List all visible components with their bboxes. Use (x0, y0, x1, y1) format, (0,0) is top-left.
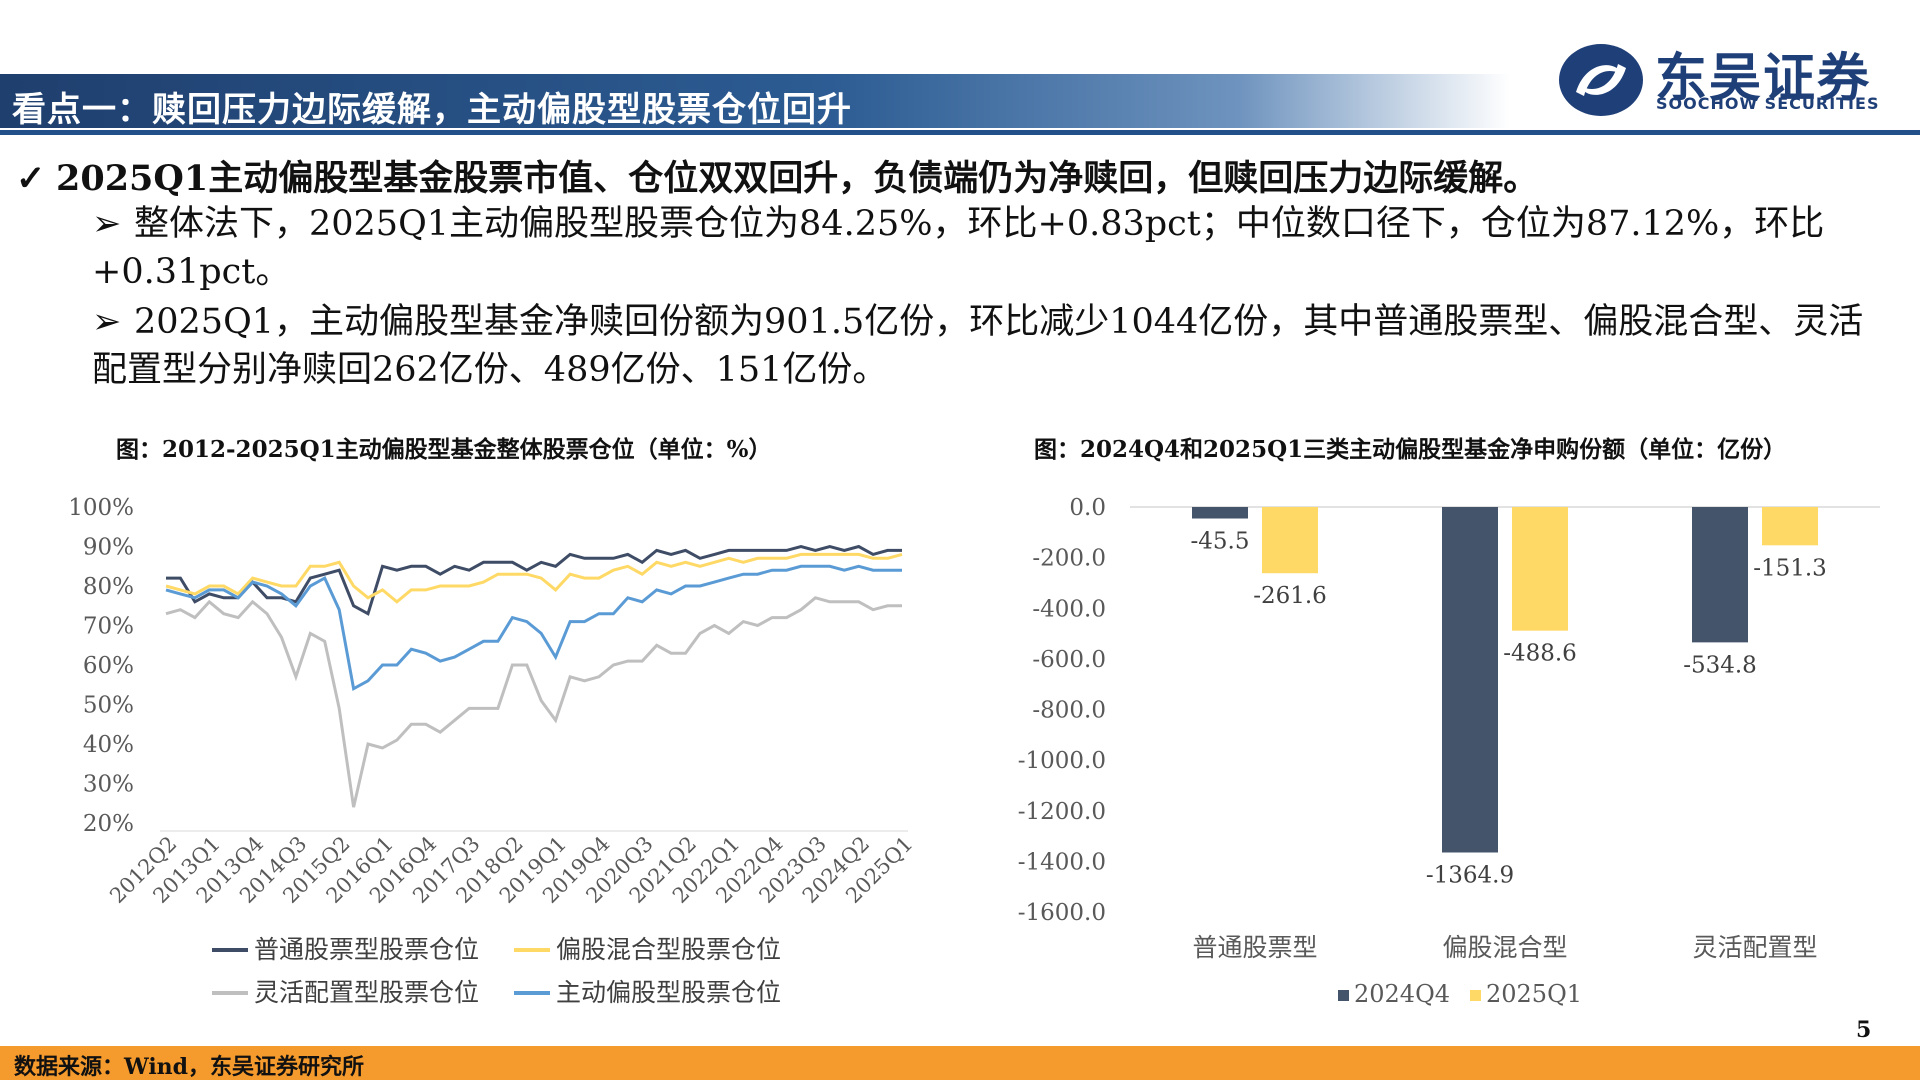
y-tick-label: 50% (83, 693, 134, 719)
data-label: -488.6 (1503, 641, 1577, 667)
legend-swatch (1470, 990, 1481, 1001)
arrow-bullet-icon: ➢ (92, 302, 122, 342)
arrow-bullet-icon: ➢ (92, 204, 122, 244)
y-tick-label: 20% (83, 811, 134, 837)
y-tick-label: 100% (68, 495, 134, 521)
data-label: -151.3 (1753, 555, 1827, 581)
series-line-3 (165, 564, 902, 692)
sub-bullet-1-text: 整体法下，2025Q1主动偏股型股票仓位为84.25%，环比+0.83pct；中… (92, 204, 1825, 292)
legend-label: 普通股票型股票仓位 (254, 935, 479, 964)
legend-label: 主动偏股型股票仓位 (556, 978, 781, 1007)
logo-subtitle: SOOCHOW SECURITIES (1656, 94, 1880, 113)
y-tick-label: -200.0 (1032, 546, 1106, 572)
legend-swatch (1338, 990, 1349, 1001)
y-tick-label: -1600.0 (1018, 900, 1106, 926)
data-label: -45.5 (1191, 529, 1250, 555)
slide-title: 看点一：赎回压力边际缓解，主动偏股型股票仓位回升 (12, 90, 852, 130)
data-label: -1364.9 (1426, 862, 1514, 888)
bar-2024Q4 (1442, 507, 1498, 853)
footer-band (0, 1046, 1920, 1080)
y-tick-label: 70% (83, 614, 134, 640)
legend-label: 2024Q4 (1354, 980, 1450, 1008)
check-icon: ✓ (16, 158, 46, 199)
page-number: 5 (1856, 1017, 1872, 1043)
bar-2025Q1 (1762, 507, 1818, 546)
series-line-1 (165, 552, 903, 604)
bar-2024Q4 (1192, 507, 1248, 519)
y-tick-label: 40% (83, 732, 134, 758)
data-source: 数据来源：Wind，东吴证券研究所 (14, 1054, 365, 1080)
bar-2025Q1 (1512, 507, 1568, 631)
y-tick-label: 80% (83, 574, 134, 600)
legend-label: 灵活配置型股票仓位 (254, 978, 479, 1007)
x-category-label: 灵活配置型 (1692, 933, 1817, 962)
y-tick-label: -600.0 (1032, 647, 1106, 673)
bar-2024Q4 (1692, 507, 1748, 643)
logo-wordmark: 东吴证券 (1655, 49, 1872, 109)
y-tick-label: 0.0 (1069, 495, 1106, 521)
legend-label: 2025Q1 (1486, 980, 1582, 1008)
header-band (0, 74, 1510, 128)
line-chart: 100%90%80%70%60%50%40%30%20%2012Q22013Q1… (68, 495, 917, 1007)
series-line-2 (165, 596, 902, 808)
data-label: -261.6 (1253, 583, 1327, 609)
main-bullet: ✓ 2025Q1主动偏股型基金股票市值、仓位双双回升，负债端仍为净赎回，但赎回压力… (16, 150, 1538, 201)
bar-2025Q1 (1262, 507, 1318, 574)
x-category-label: 普通股票型 (1192, 933, 1317, 962)
data-label: -534.8 (1683, 652, 1757, 678)
y-tick-label: 90% (83, 535, 134, 561)
line-chart-title: 图：2012-2025Q1主动偏股型基金整体股票仓位（单位：%） (116, 436, 772, 463)
main-bullet-text: 2025Q1主动偏股型基金股票市值、仓位双双回升，负债端仍为净赎回，但赎回压力边… (56, 158, 1539, 199)
header-rule (0, 130, 1920, 135)
soochow-logo-icon (1559, 44, 1643, 116)
y-tick-label: -400.0 (1032, 596, 1106, 622)
y-tick-label: 60% (83, 653, 134, 679)
y-tick-label: -1200.0 (1018, 799, 1106, 825)
y-tick-label: -1000.0 (1018, 748, 1106, 774)
bar-chart-title: 图：2024Q4和2025Q1三类主动偏股型基金净申购份额（单位：亿份） (1034, 436, 1787, 463)
x-category-label: 偏股混合型 (1442, 933, 1567, 962)
sub-bullet-2: ➢ 2025Q1，主动偏股型基金净赎回份额为901.5亿份，环比减少1044亿份，… (92, 298, 1892, 394)
y-tick-label: -800.0 (1032, 698, 1106, 724)
y-tick-label: -1400.0 (1018, 849, 1106, 875)
sub-bullet-1: ➢ 整体法下，2025Q1主动偏股型股票仓位为84.25%，环比+0.83pct；… (92, 200, 1892, 296)
bar-chart: 0.0 -200.0 -400.0 -600.0 -800.0 -1000.0 -1200.… (1018, 495, 1880, 1008)
sub-bullet-2-text: 2025Q1，主动偏股型基金净赎回份额为901.5亿份，环比减少1044亿份，其… (92, 302, 1864, 390)
y-tick-label: 30% (83, 772, 134, 798)
legend-label: 偏股混合型股票仓位 (556, 935, 781, 964)
